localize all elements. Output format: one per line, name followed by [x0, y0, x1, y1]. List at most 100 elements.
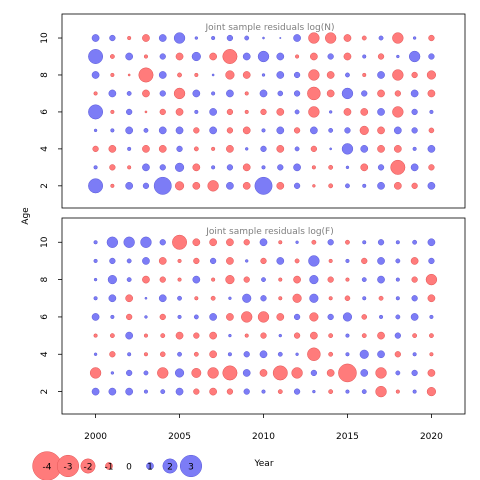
bubble-logN-2014-age10	[325, 32, 337, 44]
bubble-logF-2010-age5	[260, 332, 267, 339]
bubble-logF-2015-age8	[345, 277, 350, 282]
bubble-logF-2003-age2	[143, 389, 149, 394]
bubble-logF-2017-age3	[375, 367, 387, 379]
bubble-logN-2004-age6	[159, 108, 166, 116]
bubble-logN-2004-age3	[159, 164, 166, 171]
bubble-logF-2003-age8	[142, 275, 150, 284]
bubble-logF-2014-age9	[328, 258, 333, 263]
bubble-logN-2006-age7	[192, 89, 201, 98]
bubble-logN-2011-age3	[277, 164, 284, 171]
bubble-logF-2009-age7	[242, 293, 252, 303]
bubble-logN-2011-age2	[276, 181, 285, 190]
bubble-logN-2005-age4	[176, 145, 183, 153]
bubble-logF-2016-age8	[361, 277, 367, 283]
bubble-logF-2006-age10	[192, 238, 201, 247]
bubble-logF-2006-age3	[191, 368, 202, 378]
bubble-logF-2001-age5	[109, 333, 115, 339]
bubble-logF-2017-age5	[377, 331, 385, 340]
bubble-logN-2005-age10	[173, 32, 186, 44]
bubble-logF-2010-age7	[260, 295, 267, 302]
bubble-logN-2016-age2	[362, 183, 367, 188]
bubble-logF-2018-age6	[395, 314, 401, 320]
bubble-logN-2010-age2	[254, 176, 273, 195]
panel-logF-y-axis: 2 4 6 8 10	[40, 236, 62, 394]
bubble-logN-2019-age10	[412, 36, 417, 40]
bubble-logF-2018-age2	[395, 389, 400, 394]
panel-logN-frame	[61, 13, 466, 209]
bubble-logF-2000-age6	[91, 313, 100, 321]
legend-bubble--3	[56, 454, 80, 478]
bubble-logN-2016-age6	[360, 108, 369, 116]
bubble-logF-2020-age5	[429, 333, 434, 339]
panel-logN-title: Joint sample residuals log(N)	[204, 23, 334, 33]
bubble-logN-2003-age6	[144, 110, 148, 114]
x-tick-label: 2005	[168, 432, 191, 442]
bubble-logF-2011-age10	[278, 240, 283, 245]
bubble-logF-2004-age9	[158, 257, 167, 265]
bubble-logF-2009-age8	[243, 276, 250, 283]
bubble-logF-2006-age8	[192, 275, 201, 284]
bubble-logF-2015-age9	[345, 258, 350, 263]
bubble-logF-2006-age9	[193, 257, 200, 265]
bubble-logF-2003-age4	[143, 352, 149, 357]
legend-label--1: -1	[105, 463, 114, 473]
bubble-logN-2003-age8	[138, 67, 154, 83]
bubble-logF-2018-age9	[395, 258, 401, 264]
bubble-logN-2012-age9	[295, 54, 300, 59]
bubble-logF-2000-age2	[91, 387, 100, 396]
bubble-logN-2012-age7	[293, 90, 301, 97]
bubble-logN-2000-age6	[88, 104, 104, 120]
bubble-logN-2018-age3	[390, 159, 406, 175]
bubble-logF-2000-age10	[93, 240, 98, 245]
bubble-logF-2013-age7	[309, 293, 319, 303]
bubble-logF-2018-age4	[394, 351, 401, 358]
bubble-logN-2001-age7	[108, 89, 117, 98]
bubble-logF-2003-age7	[144, 296, 148, 300]
bubble-logN-2004-age8	[158, 71, 167, 79]
bubble-logF-2002-age6	[126, 313, 133, 321]
bubble-logF-2015-age6	[342, 312, 353, 322]
bubble-logF-2014-age3	[326, 369, 335, 377]
bubble-logF-2019-age5	[412, 333, 418, 339]
bubble-logF-2010-age8	[261, 277, 266, 283]
bubble-logF-2010-age9	[260, 257, 267, 265]
bubble-logF-2005-age6	[177, 314, 182, 319]
bubble-logF-2003-age9	[142, 257, 150, 265]
bubble-logN-2020-age6	[429, 109, 434, 114]
bubble-logN-2017-age9	[377, 53, 385, 60]
bubble-logN-2004-age4	[158, 145, 167, 153]
bubble-logN-2010-age9	[257, 50, 270, 63]
bubble-logN-2010-age10	[262, 36, 265, 40]
x-tick-label: 2000	[84, 432, 107, 442]
bubble-logF-2017-age9	[377, 257, 385, 265]
bubble-logN-2002-age2	[125, 181, 134, 190]
bubble-logN-2013-age3	[311, 165, 316, 170]
bubble-logF-2000-age3	[89, 367, 102, 379]
bubble-logN-2002-age9	[125, 52, 134, 61]
bubble-logN-2011-age7	[277, 90, 284, 97]
y-axis-label: Age	[21, 207, 31, 225]
bubble-logN-2018-age9	[396, 54, 400, 59]
bubble-logN-2012-age4	[294, 146, 300, 152]
bubble-logN-2001-age4	[108, 145, 117, 153]
bubble-logN-2019-age3	[410, 163, 419, 172]
bubble-logF-2012-age8	[293, 275, 301, 284]
bubble-logF-2005-age3	[174, 368, 185, 378]
bubble-logN-2006-age2	[192, 181, 201, 190]
bubble-logF-2009-age2	[243, 388, 250, 395]
bubble-logF-2012-age9	[294, 258, 300, 264]
bubble-logF-2008-age9	[226, 257, 234, 265]
bubble-logN-2019-age4	[412, 146, 417, 151]
bubble-logF-2014-age2	[328, 389, 334, 395]
y-tick-label: 10	[40, 236, 50, 248]
bubble-logF-2002-age9	[126, 258, 132, 264]
bubble-logF-2007-age5	[209, 331, 217, 340]
bubble-logN-2008-age8	[225, 70, 235, 80]
bubble-logF-2001-age7	[108, 294, 117, 303]
legend-bubble--2	[80, 458, 96, 474]
bubble-logF-2016-age9	[361, 257, 368, 265]
bubble-logF-2020-age4	[429, 352, 434, 357]
bubble-logF-2009-age6	[241, 311, 253, 323]
bubble-logN-2017-age7	[377, 89, 385, 98]
bubble-logF-2016-age4	[359, 349, 369, 359]
